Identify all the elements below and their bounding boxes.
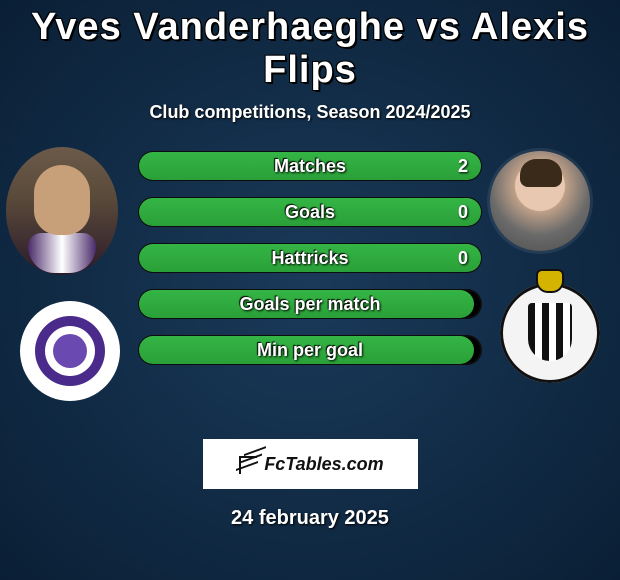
- stat-bar-label: Goals: [138, 197, 482, 227]
- stat-bar-label: Hattricks: [138, 243, 482, 273]
- stat-bar-value: 2: [458, 151, 468, 181]
- stat-bar: Hattricks0: [138, 243, 482, 273]
- source-badge-text: FcTables.com: [264, 454, 383, 475]
- player-right-avatar: [490, 151, 590, 251]
- chart-icon: [236, 453, 258, 475]
- subtitle: Club competitions, Season 2024/2025: [0, 102, 620, 123]
- anderlecht-crest-icon: [35, 316, 105, 386]
- stat-bar: Goals0: [138, 197, 482, 227]
- stat-bar-label: Matches: [138, 151, 482, 181]
- stat-bars: Matches2Goals0Hattricks0Goals per matchM…: [138, 151, 482, 381]
- stat-bar-value: 0: [458, 197, 468, 227]
- club-left-crest: [20, 301, 120, 401]
- comparison-panel: Matches2Goals0Hattricks0Goals per matchM…: [0, 151, 620, 431]
- source-badge: FcTables.com: [203, 439, 418, 489]
- stat-bar: Goals per match: [138, 289, 482, 319]
- stat-bar: Min per goal: [138, 335, 482, 365]
- stat-bar-label: Goals per match: [138, 289, 482, 319]
- stat-bar-label: Min per goal: [138, 335, 482, 365]
- stat-bar: Matches2: [138, 151, 482, 181]
- player-left-avatar: [6, 147, 118, 275]
- stat-bar-value: 0: [458, 243, 468, 273]
- club-right-crest: [500, 283, 600, 383]
- date-label: 24 february 2025: [0, 507, 620, 530]
- page-title: Yves Vanderhaeghe vs Alexis Flips: [0, 0, 620, 92]
